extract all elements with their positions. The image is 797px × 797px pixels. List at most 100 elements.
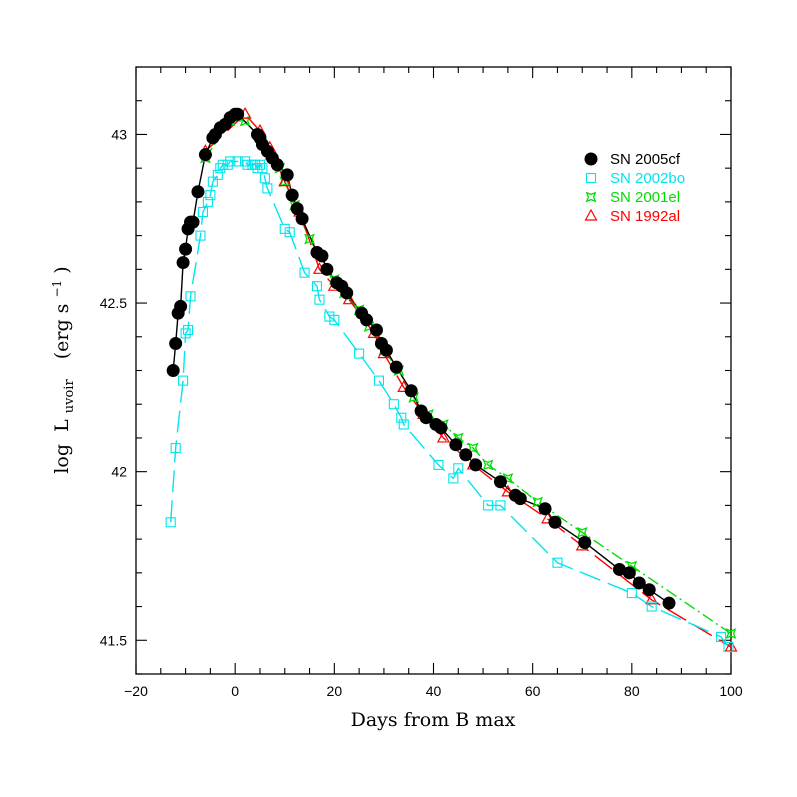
data-point (284, 227, 295, 238)
y-axis-title-prefix: log (51, 444, 73, 474)
data-point (419, 411, 433, 425)
data-point (165, 517, 176, 528)
data-point (373, 375, 385, 386)
data-point (314, 294, 325, 305)
data-point (295, 212, 309, 226)
data-point (259, 173, 270, 184)
x-tick-label: 100 (719, 683, 743, 699)
data-point (179, 242, 193, 256)
legend: SN 2005cf SN 2002bo SN 2001el SN 1992al (584, 151, 685, 225)
data-point (576, 526, 588, 538)
data-point (389, 360, 403, 374)
data-point (513, 492, 527, 506)
data-point (626, 588, 637, 599)
data-point (612, 562, 626, 576)
series-line-sn-2002bo (170, 160, 730, 648)
data-point (191, 185, 205, 199)
data-point (398, 419, 409, 430)
data-point (646, 601, 657, 612)
data-point (222, 159, 233, 170)
y-axis-title: log L uvoir (erg s −1 ) (44, 266, 78, 473)
data-point (379, 343, 393, 357)
data-point (202, 196, 213, 207)
data-point (584, 152, 598, 166)
y-tick-label: 41.5 (100, 632, 127, 648)
data-point (231, 107, 245, 121)
data-point (552, 557, 563, 568)
data-point (482, 500, 494, 511)
x-tick-label: 20 (327, 683, 343, 699)
data-point (453, 463, 464, 474)
data-point (183, 324, 194, 336)
x-tick-label: 40 (426, 683, 442, 699)
data-point (642, 583, 656, 597)
data-point (354, 348, 365, 359)
y-tick-label: 42.5 (100, 295, 127, 311)
y-tick-label: 42 (111, 464, 127, 480)
y-axis-title-units-close: ) (51, 266, 73, 273)
series-line-sn-2005cf (172, 113, 670, 604)
data-point (299, 267, 310, 278)
data-point (262, 183, 273, 194)
data-point (232, 156, 243, 167)
data-point (212, 169, 223, 180)
data-point (482, 459, 494, 471)
legend-label: SN 2001el (610, 189, 680, 206)
data-point (360, 313, 374, 327)
series-markers-sn-2002bo (165, 156, 734, 653)
data-point (225, 156, 236, 167)
data-point (388, 399, 399, 410)
data-point (169, 337, 183, 351)
data-point (329, 314, 340, 325)
data-point (632, 576, 646, 590)
y-axis-title-subscript: uvoir (62, 379, 77, 414)
data-point (166, 364, 180, 377)
data-point (270, 158, 284, 172)
x-tick-label: −20 (124, 683, 148, 699)
series-markers-sn-2005cf (166, 107, 676, 610)
series-markers (165, 106, 738, 653)
data-point (396, 412, 407, 423)
data-point (662, 596, 676, 610)
data-point (205, 190, 216, 201)
y-axis-title-units-exponent: −1 (50, 280, 64, 298)
data-point (198, 148, 212, 162)
data-point (448, 473, 459, 484)
data-point (290, 202, 304, 216)
data-point (584, 208, 598, 221)
data-point (197, 206, 208, 218)
data-point (459, 448, 473, 462)
data-point (532, 496, 544, 508)
data-point (725, 628, 737, 639)
data-point (723, 641, 734, 653)
data-point (174, 299, 188, 313)
data-point (215, 163, 226, 174)
data-point (434, 421, 448, 435)
data-point (585, 191, 597, 203)
data-point (645, 592, 659, 605)
data-point (716, 631, 727, 642)
data-point (304, 233, 315, 245)
data-point (585, 172, 597, 184)
data-point (369, 323, 383, 337)
data-point (285, 188, 299, 202)
data-point (195, 230, 206, 241)
data-point (578, 535, 592, 549)
data-point (493, 475, 507, 489)
data-point (320, 262, 334, 276)
data-point (436, 430, 450, 443)
data-point (538, 502, 552, 516)
axis-ticks: −20 0 20 40 60 80 100 41.5 42 42.5 43 (100, 66, 743, 699)
y-tick-label: 43 (111, 126, 127, 142)
data-point (495, 500, 506, 511)
data-point (180, 328, 191, 339)
data-point (404, 384, 418, 398)
legend-label: SN 2005cf (610, 151, 681, 168)
y-axis-title-symbol: L (51, 419, 73, 432)
x-tick-label: 0 (231, 683, 239, 699)
legend-label: SN 1992al (610, 208, 680, 225)
data-point (280, 168, 294, 182)
data-point (311, 281, 323, 292)
data-point (315, 249, 329, 263)
